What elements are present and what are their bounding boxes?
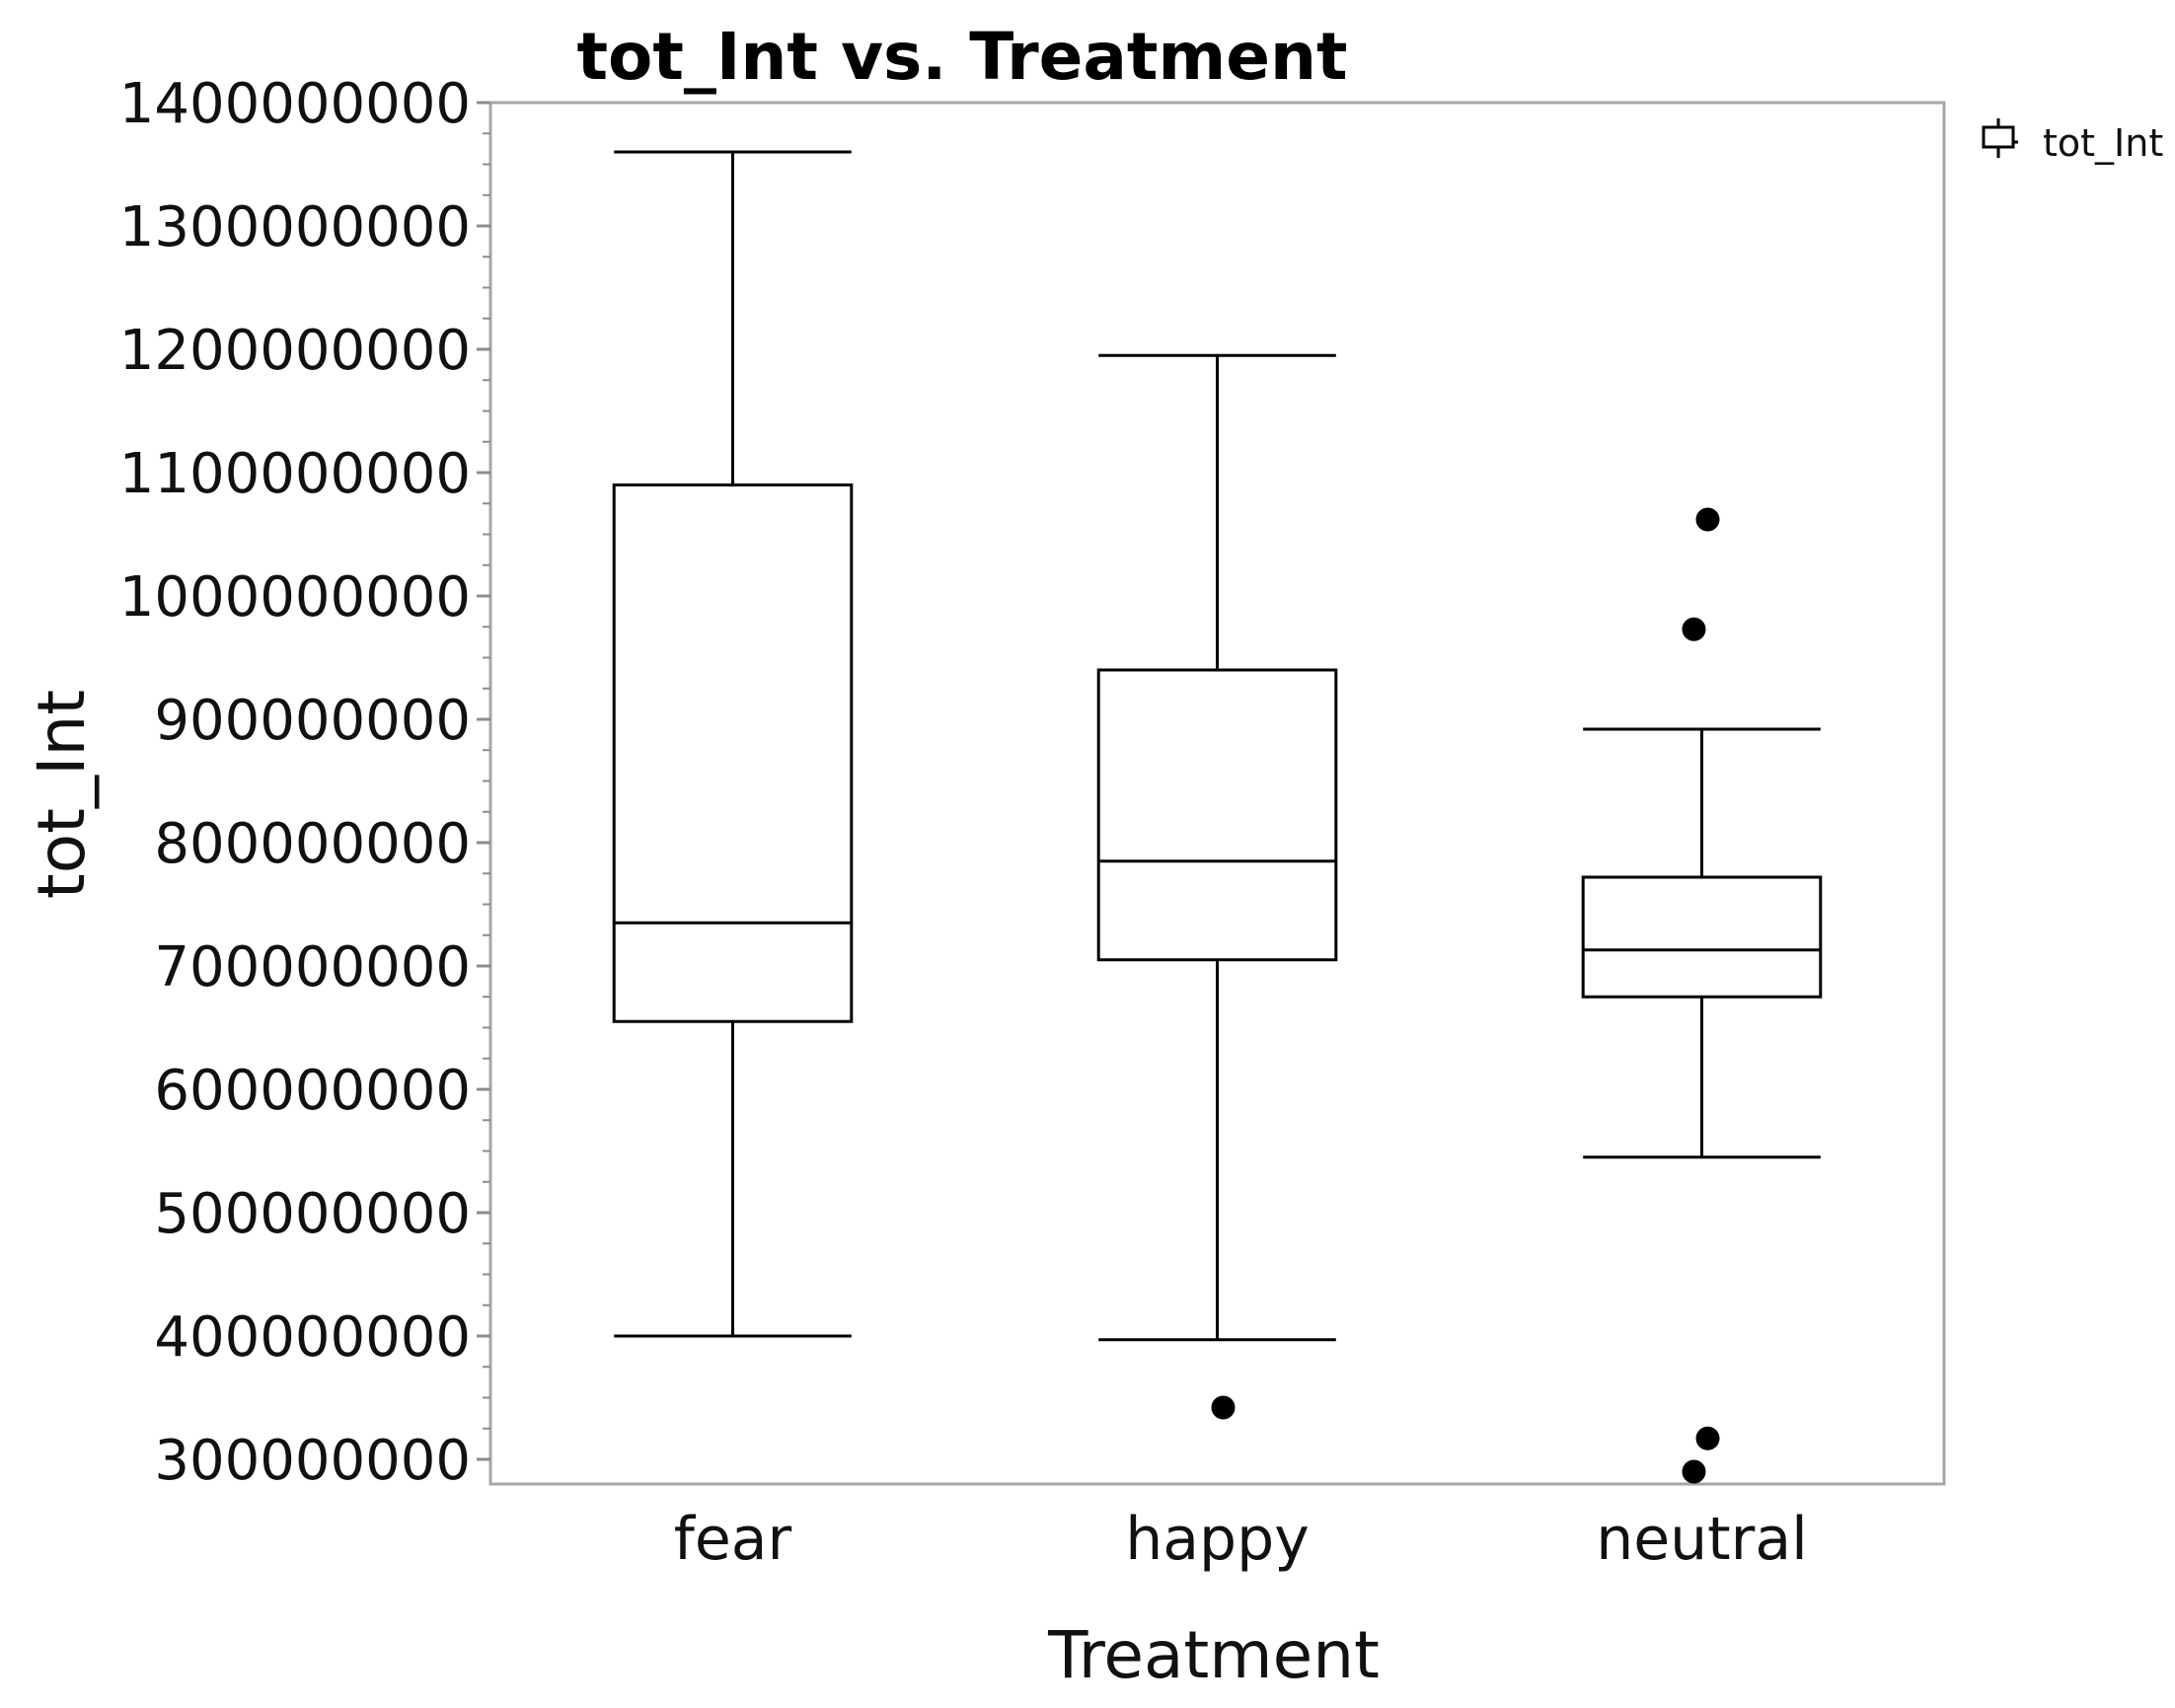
y-tick-label: 800000000 — [154, 812, 471, 876]
box-fear — [612, 150, 854, 1338]
y-axis: 300000000 400000000 500000000 600000000 7000… — [119, 72, 490, 1493]
outlier-point — [1682, 1459, 1706, 1484]
plot-area-frame — [488, 101, 1946, 1486]
y-tick-label: 400000000 — [154, 1305, 471, 1370]
y-tick-label: 500000000 — [154, 1182, 471, 1246]
outlier-point — [1695, 1426, 1720, 1450]
y-axis-label: tot_Int — [24, 690, 100, 899]
y-tick-label: 1300000000 — [119, 195, 471, 260]
legend: tot_Int — [1982, 118, 2163, 165]
iqr-box — [1581, 875, 1823, 999]
y-tick-label: 1400000000 — [119, 72, 471, 136]
x-tick-label-fear: fear — [674, 1505, 792, 1574]
chart-title: tot_Int vs. Treatment — [576, 19, 1347, 95]
y-tick-label: 700000000 — [154, 935, 471, 1000]
box-happy — [1096, 353, 1338, 1420]
x-axis: fear happy neutral — [674, 1505, 1808, 1574]
y-tick-label: 300000000 — [154, 1429, 471, 1493]
x-axis-label: Treatment — [1047, 1617, 1380, 1693]
legend-label: tot_Int — [2043, 121, 2163, 165]
iqr-box — [1096, 668, 1338, 962]
y-tick-label: 1200000000 — [119, 319, 471, 383]
y-tick-label: 600000000 — [154, 1059, 471, 1123]
y-tick-label: 1100000000 — [119, 442, 471, 506]
x-tick-label-happy: happy — [1125, 1505, 1309, 1574]
outlier-point — [1682, 617, 1706, 641]
iqr-box — [612, 483, 854, 1023]
outlier-point — [1695, 507, 1720, 532]
y-tick-label: 1000000000 — [119, 565, 471, 630]
outlier-point — [1211, 1395, 1236, 1420]
x-tick-label-neutral: neutral — [1596, 1505, 1808, 1574]
box-series — [612, 150, 1823, 1484]
box-neutral — [1581, 507, 1823, 1484]
y-tick-label: 900000000 — [154, 689, 471, 753]
legend-box-icon — [1982, 118, 2018, 158]
